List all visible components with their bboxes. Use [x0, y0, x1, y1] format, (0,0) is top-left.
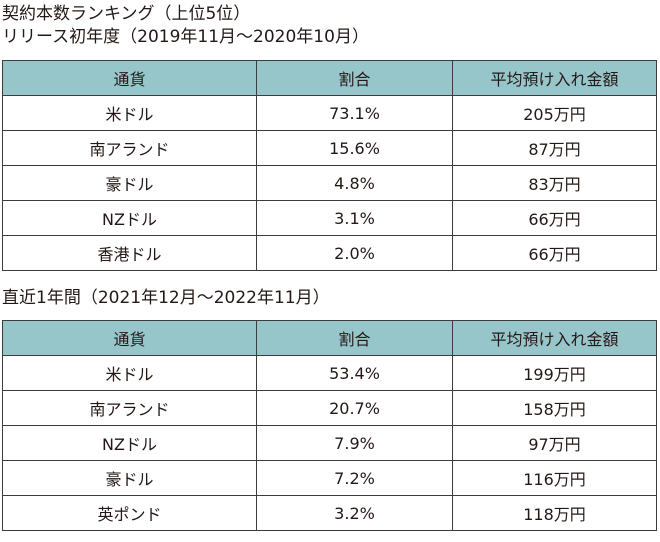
cell-share: 20.7%: [256, 390, 453, 426]
table-row: 豪ドル 4.8% 83万円: [2, 165, 657, 201]
table-row: NZドル 3.1% 66万円: [2, 200, 657, 236]
table-row: 香港ドル 2.0% 66万円: [2, 235, 657, 271]
cell-amount: 83万円: [452, 165, 657, 201]
period-title-recent-year: 直近1年間（2021年12月～2022年11月）: [2, 288, 330, 308]
cell-currency: 豪ドル: [2, 460, 257, 496]
cell-currency: 英ポンド: [2, 495, 257, 531]
table-row: 英ポンド 3.2% 118万円: [2, 495, 657, 531]
ranking-table-first-year: 通貨 割合 平均預け入れ金額 米ドル 73.1% 205万円 南アランド 15.…: [2, 60, 657, 271]
cell-amount: 87万円: [452, 130, 657, 166]
cell-share: 4.8%: [256, 165, 453, 201]
header-currency: 通貨: [2, 320, 257, 356]
cell-currency: 豪ドル: [2, 165, 257, 201]
cell-share: 7.9%: [256, 425, 453, 461]
cell-share: 3.1%: [256, 200, 453, 236]
cell-currency: 南アランド: [2, 130, 257, 166]
header-average-amount: 平均預け入れ金額: [452, 320, 657, 356]
cell-share: 53.4%: [256, 355, 453, 391]
header-average-amount: 平均預け入れ金額: [452, 60, 657, 96]
period-title-first-year: リリース初年度（2019年11月～2020年10月）: [2, 27, 369, 47]
cell-amount: 66万円: [452, 235, 657, 271]
cell-share: 3.2%: [256, 495, 453, 531]
cell-amount: 97万円: [452, 425, 657, 461]
table-row: NZドル 7.9% 97万円: [2, 425, 657, 461]
table-row: 南アランド 20.7% 158万円: [2, 390, 657, 426]
table-row: 豪ドル 7.2% 116万円: [2, 460, 657, 496]
header-share: 割合: [256, 60, 453, 96]
cell-currency: 米ドル: [2, 355, 257, 391]
table-row: 米ドル 53.4% 199万円: [2, 355, 657, 391]
cell-amount: 116万円: [452, 460, 657, 496]
cell-currency: NZドル: [2, 425, 257, 461]
cell-amount: 66万円: [452, 200, 657, 236]
cell-share: 7.2%: [256, 460, 453, 496]
cell-share: 73.1%: [256, 95, 453, 131]
cell-currency: NZドル: [2, 200, 257, 236]
cell-share: 15.6%: [256, 130, 453, 166]
table-row: 米ドル 73.1% 205万円: [2, 95, 657, 131]
ranking-table-recent-year: 通貨 割合 平均預け入れ金額 米ドル 53.4% 199万円 南アランド 20.…: [2, 320, 657, 531]
cell-amount: 118万円: [452, 495, 657, 531]
cell-currency: 米ドル: [2, 95, 257, 131]
table-header-row: 通貨 割合 平均預け入れ金額: [2, 320, 657, 356]
cell-currency: 香港ドル: [2, 235, 257, 271]
cell-currency: 南アランド: [2, 390, 257, 426]
ranking-title: 契約本数ランキング（上位5位）: [2, 4, 251, 24]
header-share: 割合: [256, 320, 453, 356]
cell-amount: 158万円: [452, 390, 657, 426]
table-header-row: 通貨 割合 平均預け入れ金額: [2, 60, 657, 96]
cell-amount: 199万円: [452, 355, 657, 391]
cell-amount: 205万円: [452, 95, 657, 131]
cell-share: 2.0%: [256, 235, 453, 271]
header-currency: 通貨: [2, 60, 257, 96]
table-row: 南アランド 15.6% 87万円: [2, 130, 657, 166]
